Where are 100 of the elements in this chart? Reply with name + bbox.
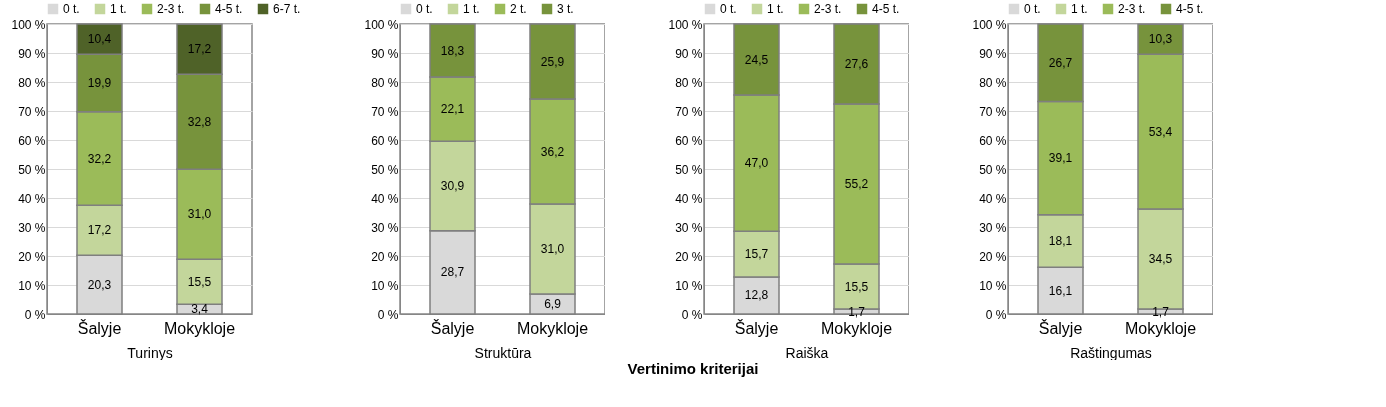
data-label: 17,2 — [187, 42, 212, 57]
data-label: 6,9 — [544, 296, 562, 311]
legend-label: 0 t. — [63, 2, 80, 16]
data-label: 31,0 — [540, 242, 565, 257]
y-tick-label: 90 % — [979, 46, 1007, 61]
x-tick-label: Šalyje — [77, 318, 122, 337]
y-tick-label: 100 % — [364, 17, 399, 32]
y-tick-label: 20 % — [675, 249, 703, 264]
data-label: 55,2 — [844, 177, 869, 192]
legend-label: 2-3 t. — [814, 2, 842, 16]
y-tick-label: 80 % — [675, 75, 703, 90]
y-tick-label: 30 % — [675, 220, 703, 235]
data-label: 39,1 — [1048, 151, 1073, 166]
y-tick-label: 80 % — [18, 75, 46, 90]
data-label: 27,6 — [844, 57, 869, 72]
data-label: 22,1 — [440, 102, 465, 117]
y-tick-label: 50 % — [675, 162, 703, 177]
x-tick-label: Mokykloje — [163, 319, 236, 337]
legend-label: 6-7 t. — [273, 2, 301, 16]
text: Vertinimo kriterijai — [626, 360, 760, 377]
data-label: 53,4 — [1148, 124, 1173, 139]
legend-label: 1 t. — [110, 2, 127, 16]
data-label: 30,9 — [440, 178, 465, 193]
x-tick-label: Mokykloje — [1124, 319, 1197, 337]
y-tick-label: 100 % — [972, 17, 1007, 32]
y-tick-label: 70 % — [979, 104, 1007, 119]
y-tick-label: 70 % — [18, 104, 46, 119]
y-tick-label: 80 % — [979, 75, 1007, 90]
x-tick-label: Šalyje — [1038, 318, 1083, 337]
y-tick-label: 80 % — [371, 75, 399, 90]
y-tick-label: 30 % — [18, 220, 46, 235]
y-tick-label: 70 % — [675, 104, 703, 119]
legend-label: 0 t. — [720, 2, 737, 16]
y-tick-label: 90 % — [371, 46, 399, 61]
data-label: 10,4 — [87, 32, 112, 47]
legend-label: 1 t. — [463, 2, 480, 16]
data-label: 16,1 — [1048, 283, 1073, 298]
data-label: 3,4 — [191, 302, 209, 317]
y-tick-label: 40 % — [371, 191, 399, 206]
data-label: 34,5 — [1148, 252, 1173, 267]
data-label: 18,1 — [1048, 234, 1073, 249]
x-axis-title: Turinys — [127, 344, 173, 361]
data-label: 28,7 — [440, 265, 465, 280]
y-tick-label: 0 % — [681, 307, 703, 322]
y-tick-label: 30 % — [979, 220, 1007, 235]
data-label: 15,7 — [744, 247, 769, 262]
data-label: 15,5 — [844, 279, 869, 294]
y-tick-label: 90 % — [18, 46, 46, 61]
y-tick-label: 0 % — [24, 307, 46, 322]
x-axis-title: Raštingumas — [1070, 344, 1152, 361]
y-tick-label: 70 % — [371, 104, 399, 119]
x-axis-title: Struktūra — [474, 344, 532, 361]
data-label: 1,7 — [848, 304, 866, 319]
legend-label: 0 t. — [416, 2, 433, 16]
y-tick-label: 10 % — [371, 278, 399, 293]
y-tick-label: 40 % — [675, 191, 703, 206]
legend-label: 4-5 t. — [1176, 2, 1204, 16]
x-axis-title: Raiška — [785, 344, 829, 361]
y-tick-label: 10 % — [979, 278, 1007, 293]
data-label: 17,2 — [87, 223, 112, 238]
data-label: 26,7 — [1048, 55, 1073, 70]
data-label: 1,7 — [1152, 304, 1170, 319]
x-tick-label: Šalyje — [430, 318, 475, 337]
data-label: 20,3 — [87, 277, 112, 292]
data-label: 25,9 — [540, 54, 565, 69]
data-label: 36,2 — [540, 144, 565, 159]
y-tick-label: 40 % — [979, 191, 1007, 206]
y-tick-label: 20 % — [979, 249, 1007, 264]
x-tick-label: Šalyje — [734, 318, 779, 337]
y-tick-label: 20 % — [18, 249, 46, 264]
legend-label: 3 t. — [557, 2, 574, 16]
y-tick-label: 50 % — [18, 162, 46, 177]
y-tick-label: 60 % — [18, 133, 46, 148]
data-label: 32,8 — [187, 114, 212, 129]
legend-label: 0 t. — [1024, 2, 1041, 16]
y-tick-label: 90 % — [675, 46, 703, 61]
legend-label: 4-5 t. — [872, 2, 900, 16]
data-label: 19,9 — [87, 76, 112, 91]
y-tick-label: 60 % — [675, 133, 703, 148]
y-tick-label: 0 % — [377, 307, 399, 322]
legend-label: 2 t. — [510, 2, 527, 16]
y-tick-label: 20 % — [371, 249, 399, 264]
y-tick-label: 50 % — [371, 162, 399, 177]
data-label: 47,0 — [744, 156, 769, 171]
y-tick-label: 60 % — [371, 133, 399, 148]
data-label: 31,0 — [187, 207, 212, 222]
y-tick-label: 30 % — [371, 220, 399, 235]
y-tick-label: 100 % — [668, 17, 703, 32]
x-tick-label: Mokykloje — [516, 319, 589, 337]
y-tick-label: 100 % — [11, 17, 46, 32]
y-tick-label: 10 % — [18, 278, 46, 293]
y-tick-label: 40 % — [18, 191, 46, 206]
legend-label: 4-5 t. — [215, 2, 243, 16]
data-label: 24,5 — [744, 52, 769, 67]
data-label: 10,3 — [1148, 32, 1173, 47]
y-tick-label: 10 % — [675, 278, 703, 293]
legend-label: 1 t. — [1071, 2, 1088, 16]
data-label: 32,2 — [87, 151, 112, 166]
legend-label: 1 t. — [767, 2, 784, 16]
legend-label: 2-3 t. — [157, 2, 185, 16]
